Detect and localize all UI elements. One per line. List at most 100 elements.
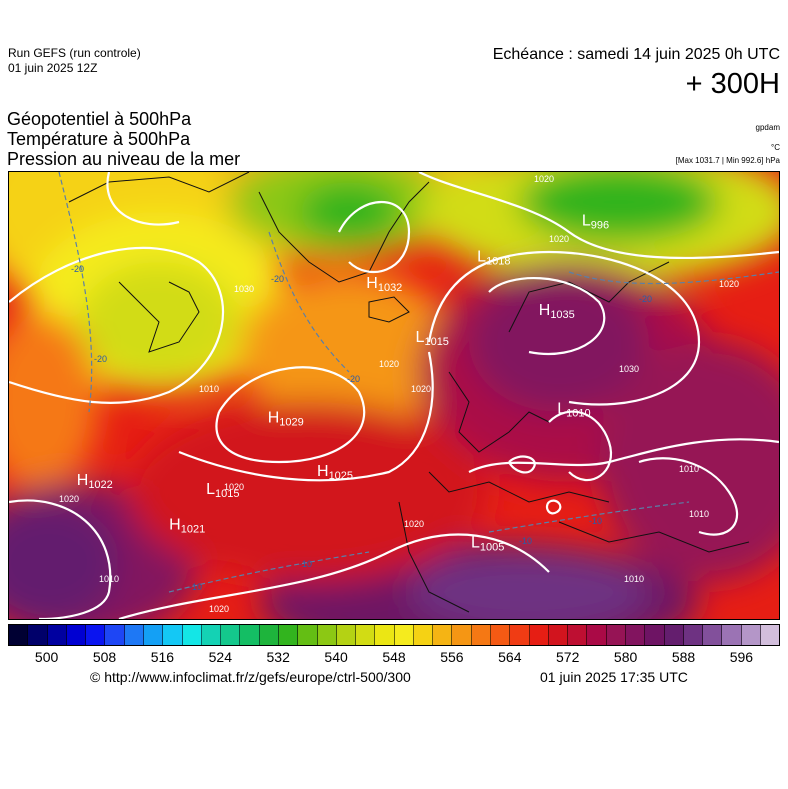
colorbar-tick-label: 556 <box>440 649 464 665</box>
run-date: 01 juin 2025 12Z <box>8 61 98 75</box>
colorbar-cell <box>375 625 395 645</box>
isobar-label: 1020 <box>59 494 79 504</box>
low-pressure-label: L1005 <box>471 534 504 553</box>
colorbar-cell <box>510 625 530 645</box>
isotherm-label: -20 <box>94 354 107 364</box>
colorbar-cell <box>606 625 626 645</box>
field-pressure: Pression au niveau de la mer <box>7 149 241 169</box>
colorbar-cell <box>529 625 549 645</box>
unit-pressure-range: [Max 1031.7 | Min 992.6] hPa <box>675 156 780 165</box>
colorbar-tick-label: 572 <box>556 649 580 665</box>
colorbar-cell <box>143 625 164 645</box>
colorbar-cell <box>317 625 337 645</box>
high-pressure-label: H1021 <box>169 517 205 536</box>
isobar-label: 1010 <box>689 509 709 519</box>
render-time: 01 juin 2025 17:35 UTC <box>540 669 688 685</box>
unit-celsius: °C <box>771 143 780 152</box>
colorbar-cell <box>760 625 780 645</box>
isobar-label: 1010 <box>679 464 699 474</box>
isobar-label: 1020 <box>549 234 569 244</box>
weather-map: 1010 1020 1030 1020 1010 1020 1020 1020 1010 1020… <box>8 171 780 620</box>
colorbar-cell <box>413 625 434 645</box>
isotherm-label: -20 <box>639 294 652 304</box>
isotherm-label: -10 <box>189 582 202 592</box>
run-title: Run GEFS (run controle) <box>8 46 141 60</box>
colorbar-cell <box>356 625 376 645</box>
field-temperature: Température à 500hPa <box>7 129 191 149</box>
isobar-label: 1020 <box>534 174 554 184</box>
coastlines <box>68 172 750 613</box>
low-pressure-label: L1015 <box>416 329 449 348</box>
isotherm-label: -10 <box>589 516 602 526</box>
high-pressure-label: H1025 <box>317 463 353 482</box>
isobar-label: 1020 <box>404 519 424 529</box>
geopotential-field <box>9 172 779 619</box>
isobar-label: 1020 <box>224 482 244 492</box>
field-geopotential: Géopotentiel à 500hPa <box>7 109 192 129</box>
isobar-labels: 1010 1020 1030 1020 1010 1020 1020 1020 1010 1020… <box>59 174 739 614</box>
colorbar-cell <box>452 625 472 645</box>
valid-time: Echéance : samedi 14 juin 2025 0h UTC <box>492 46 780 63</box>
colorbar-cell <box>703 625 723 645</box>
colorbar-cell <box>182 625 202 645</box>
isobars <box>9 172 779 619</box>
isobar-label: 1010 <box>99 574 119 584</box>
colorbar-cell <box>105 625 125 645</box>
colorbar-tick-label: 564 <box>498 649 522 665</box>
low-pressure-label: L1010 <box>557 400 590 419</box>
colorbar-cell <box>741 625 761 645</box>
isotherm-label: -20 <box>347 374 360 384</box>
temperature-isotherms <box>58 172 779 593</box>
isobar-label: 1020 <box>411 384 431 394</box>
high-pressure-label: H1035 <box>539 302 575 321</box>
isotherm-label: -20 <box>71 264 84 274</box>
temperature-labels: -20 -20 -20 -20 -20 -10 -10 -10 -10 <box>71 264 652 592</box>
colorbar-cell <box>221 625 241 645</box>
colorbar-cell <box>394 625 414 645</box>
high-pressure-label: H1032 <box>366 275 402 294</box>
high-pressure-label: H1022 <box>77 472 113 491</box>
colorbar-cell <box>298 625 318 645</box>
colorbar-cell <box>664 625 684 645</box>
isobar-label: 1030 <box>234 284 254 294</box>
colorbar-tick-label: 516 <box>150 649 175 665</box>
colorbar-tick-label: 500 <box>34 649 59 665</box>
colorbar-tick-label: 532 <box>266 649 290 665</box>
colorbar-tick-label: 524 <box>208 649 232 665</box>
colorbar-cell <box>548 625 569 645</box>
colorbar-tick-label: 580 <box>613 649 638 665</box>
colorbar-cell <box>278 625 299 645</box>
colorbar-ticks: 5005085165245325405485565645725805885966… <box>8 649 788 667</box>
colorbar-cell <box>626 625 646 645</box>
colorbar-tick-label: 548 <box>382 649 406 665</box>
colorbar-cell <box>201 625 222 645</box>
colorbar-tick-label: 540 <box>324 649 348 665</box>
isobar-label: 1010 <box>199 384 219 394</box>
weather-map-svg: 1010 1020 1030 1020 1010 1020 1020 1020 1010 1020… <box>9 172 779 619</box>
colorbar-cell <box>124 625 144 645</box>
colorbar-cell <box>471 625 492 645</box>
isobar-label: 1030 <box>619 364 639 374</box>
colorbar-cell <box>433 625 453 645</box>
colorbar <box>8 624 780 646</box>
colorbar-cell <box>240 625 260 645</box>
colorbar-cell <box>568 625 588 645</box>
low-pressure-label: L1015 <box>206 481 239 500</box>
colorbar-cell <box>66 625 87 645</box>
isobar-label: 1010 <box>624 574 644 584</box>
high-pressure-label: H1029 <box>268 409 304 428</box>
colorbar-tick-label: 508 <box>92 649 117 665</box>
colorbar-tick-label: 596 <box>729 649 754 665</box>
isotherm-label: -10 <box>519 536 532 546</box>
low-pressure-label: L1018 <box>477 248 510 267</box>
colorbar-cell <box>259 625 279 645</box>
colorbar-cell <box>163 625 183 645</box>
low-pressure-label: L996 <box>582 213 609 232</box>
source-url: © http://www.infoclimat.fr/z/gefs/europe… <box>90 669 411 685</box>
colorbar-cell <box>587 625 607 645</box>
colorbar-cell <box>9 625 29 645</box>
isobar-label: 1020 <box>719 279 739 289</box>
colorbar-cell <box>28 625 48 645</box>
colorbar-cell <box>645 625 665 645</box>
unit-gpdam: gpdam <box>755 123 780 132</box>
